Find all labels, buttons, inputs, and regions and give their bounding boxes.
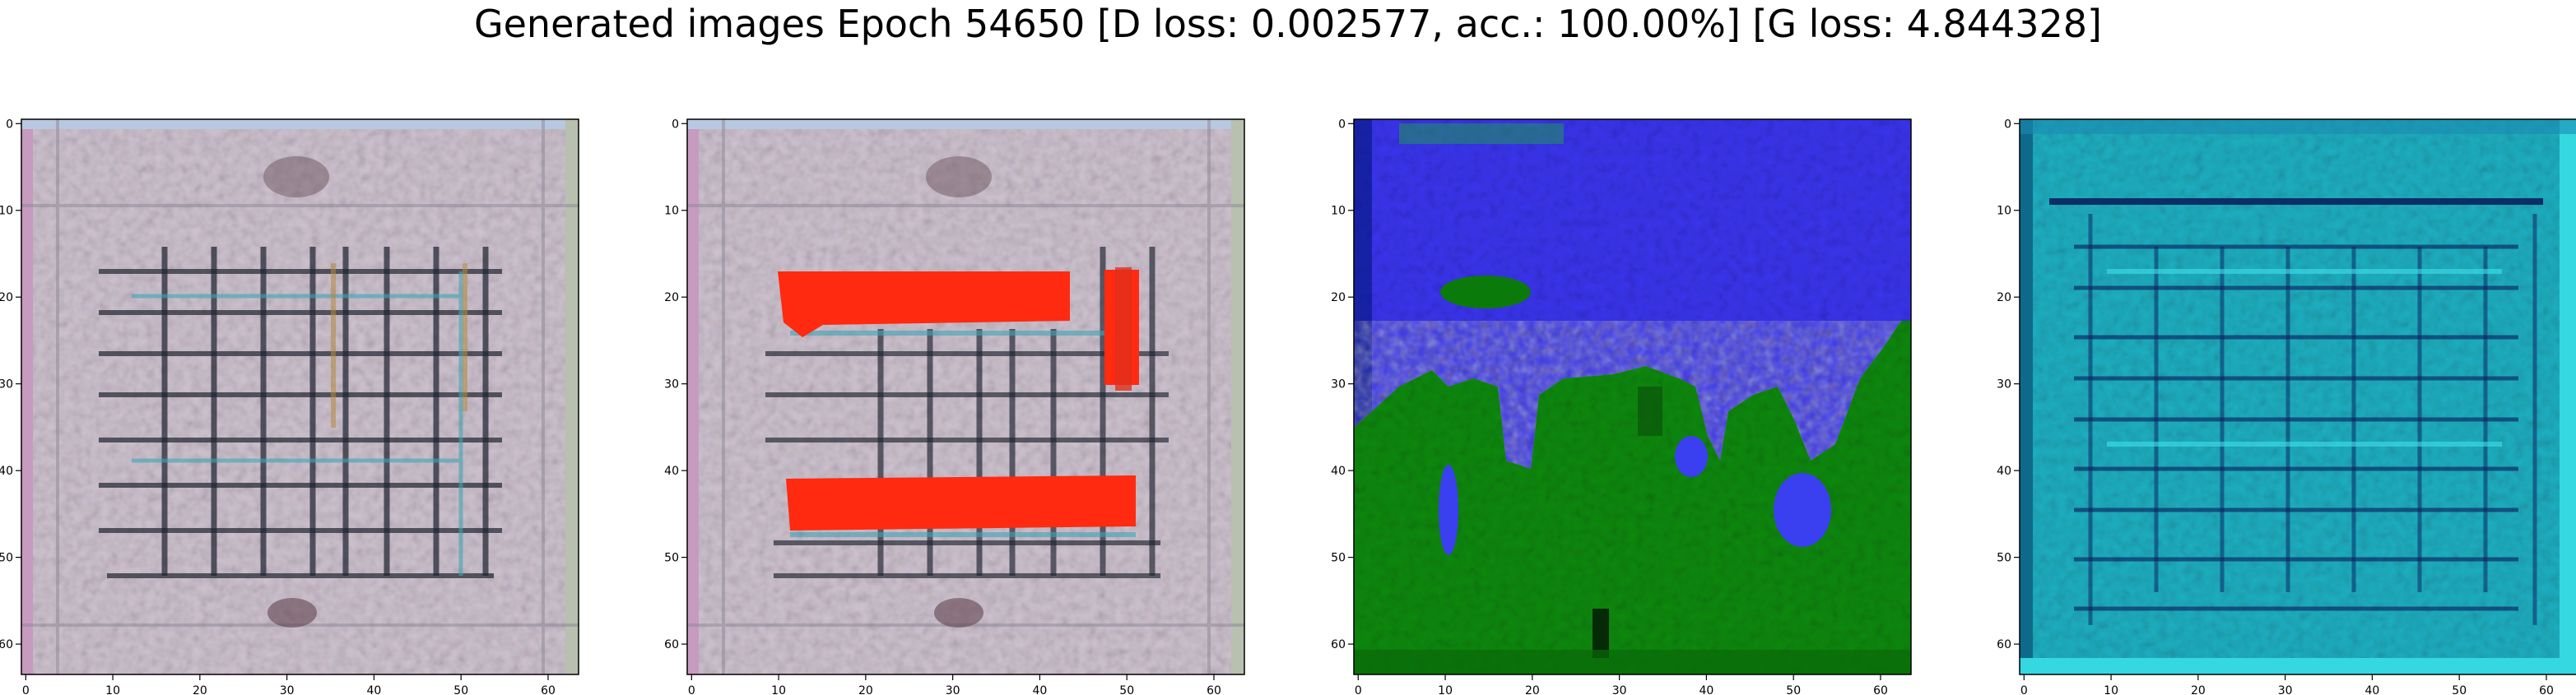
x-tick-label: 50 <box>1119 684 1134 695</box>
y-tick-label: 20 <box>0 291 13 304</box>
x-tick-label: 10 <box>105 684 120 695</box>
y-tick-label: 20 <box>1331 291 1346 304</box>
gan-sample-grey-grid-red-bars-icon <box>687 119 1244 674</box>
y-tick-label: 60 <box>0 638 13 651</box>
y-tick-label: 50 <box>1331 552 1346 565</box>
y-tick-label: 40 <box>664 465 679 478</box>
x-tick-label: 10 <box>771 684 786 695</box>
x-tick-label: 50 <box>2452 684 2467 695</box>
x-tick-label: 30 <box>946 684 960 695</box>
y-tick-label: 30 <box>1331 378 1346 392</box>
panel-2 <box>686 118 1245 675</box>
y-tick-label: 50 <box>664 552 679 565</box>
x-tick-label: 20 <box>193 684 207 695</box>
x-tick-label: 50 <box>453 684 468 695</box>
x-tick-label: 30 <box>1612 684 1627 695</box>
x-tick-label: 0 <box>22 684 30 695</box>
x-tick-label: 10 <box>1438 684 1453 695</box>
x-tick-label: 40 <box>1700 684 1714 695</box>
panel-3 <box>1353 118 1912 675</box>
x-tick-label: 40 <box>367 684 382 695</box>
x-tick-label: 60 <box>541 684 556 695</box>
x-tick-label: 60 <box>1207 684 1221 695</box>
x-tick-label: 0 <box>688 684 695 695</box>
x-tick-label: 60 <box>2539 684 2554 695</box>
y-tick-label: 10 <box>0 205 13 218</box>
y-tick-label: 50 <box>0 552 13 565</box>
x-tick-label: 50 <box>1786 684 1801 695</box>
y-tick-label: 30 <box>0 378 13 392</box>
gan-sample-cyan-grid-icon <box>2020 119 2576 674</box>
axes-layer: 0 10 20 30 40 50 60 0 10 20 30 40 50 60 0 10 20 30 40 50 60 0… <box>0 118 2554 695</box>
x-tick-label: 30 <box>2278 684 2293 695</box>
x-tick-label: 20 <box>858 684 873 695</box>
y-tick-label: 40 <box>1997 465 2011 478</box>
panel-1 <box>21 118 579 675</box>
y-tick-label: 0 <box>2004 118 2011 131</box>
y-tick-label: 0 <box>672 118 679 131</box>
y-tick-label: 10 <box>664 205 679 218</box>
x-tick-label: 30 <box>280 684 295 695</box>
x-tick-label: 0 <box>2020 684 2028 695</box>
y-tick-label: 30 <box>1997 378 2011 392</box>
x-tick-label: 40 <box>2365 684 2380 695</box>
x-tick-label: 10 <box>2104 684 2118 695</box>
x-tick-label: 20 <box>1525 684 1540 695</box>
y-tick-label: 60 <box>1331 638 1346 651</box>
y-tick-label: 60 <box>1997 638 2011 651</box>
y-tick-label: 20 <box>1997 291 2011 304</box>
y-tick-label: 40 <box>1331 465 1346 478</box>
figure-title: Generated images Epoch 54650 [D loss: 0.… <box>473 2 2103 46</box>
x-tick-label: 40 <box>1033 684 1048 695</box>
y-tick-label: 40 <box>0 465 13 478</box>
panel-4 <box>2019 118 2576 675</box>
y-tick-label: 30 <box>664 378 679 392</box>
x-tick-label: 20 <box>2191 684 2206 695</box>
y-tick-label: 10 <box>1331 205 1346 218</box>
x-tick-label: 60 <box>1873 684 1888 695</box>
y-tick-label: 10 <box>1997 205 2011 218</box>
gan-sample-blue-green-landscape-icon <box>1354 119 1911 674</box>
x-tick-label: 0 <box>1355 684 1362 695</box>
y-tick-label: 20 <box>664 291 679 304</box>
gan-sample-grey-grid-icon <box>21 119 579 674</box>
y-tick-label: 60 <box>664 638 679 651</box>
y-tick-label: 0 <box>1338 118 1346 131</box>
y-tick-label: 0 <box>6 118 13 131</box>
y-tick-label: 50 <box>1997 552 2011 565</box>
